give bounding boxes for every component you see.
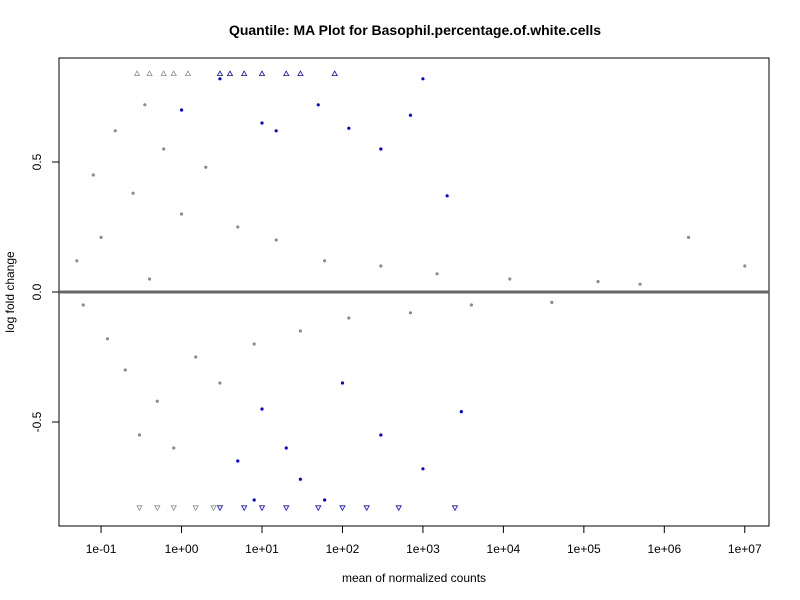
- data-point: [194, 355, 198, 359]
- x-tick-label: 1e+04: [487, 542, 521, 556]
- x-tick-label: 1e-01: [86, 542, 117, 556]
- out-of-range-up-marker: [331, 70, 338, 76]
- out-of-range-up-marker: [146, 70, 153, 76]
- x-tick-label: 1e+05: [567, 542, 601, 556]
- out-of-range-down-marker: [315, 505, 322, 512]
- out-of-range-up-marker: [258, 70, 266, 76]
- x-tick-label: 1e+07: [728, 542, 762, 556]
- data-point: [162, 147, 166, 151]
- data-point: [445, 194, 449, 198]
- y-tick-label: -0.5: [30, 411, 44, 432]
- data-point: [113, 129, 117, 133]
- data-point: [408, 311, 413, 315]
- out-of-range-down-marker: [210, 505, 217, 512]
- out-of-range-up-marker: [283, 70, 290, 76]
- data-point: [459, 410, 463, 414]
- data-point: [298, 477, 302, 481]
- data-point: [155, 399, 159, 403]
- data-point: [75, 259, 79, 263]
- x-tick-label: 1e+03: [406, 542, 440, 556]
- out-of-range-down-marker: [240, 505, 248, 512]
- out-of-range-up-marker: [297, 70, 304, 76]
- out-of-range-down-marker: [339, 505, 346, 512]
- data-point: [347, 126, 351, 130]
- data-point: [218, 77, 222, 81]
- out-of-range-down-marker: [192, 505, 199, 512]
- data-point: [508, 277, 512, 281]
- out-of-range-up-marker: [240, 70, 248, 76]
- out-of-range-up-marker: [170, 70, 177, 76]
- data-point: [260, 407, 264, 411]
- y-tick-label: 0.0: [30, 283, 44, 300]
- out-of-range-up-marker: [226, 70, 234, 76]
- out-of-range-down-marker: [216, 505, 224, 512]
- data-point: [81, 303, 85, 307]
- data-point: [252, 342, 256, 346]
- data-point: [131, 191, 135, 195]
- y-axis-label: log fold change: [3, 251, 17, 333]
- out-of-range-up-marker: [184, 70, 192, 76]
- x-tick-label: 1e+01: [245, 542, 279, 556]
- x-tick-label: 1e+06: [647, 542, 681, 556]
- data-point: [179, 108, 184, 112]
- out-of-range-up-marker: [133, 70, 141, 76]
- out-of-range-down-marker: [283, 505, 290, 512]
- data-point: [284, 446, 288, 450]
- data-point: [379, 433, 383, 437]
- data-point: [550, 300, 554, 304]
- out-of-range-down-marker: [136, 505, 143, 512]
- data-point: [143, 103, 147, 107]
- data-point: [298, 329, 302, 333]
- chart-title: Quantile: MA Plot for Basophil.percentag…: [229, 22, 601, 38]
- x-axis-label: mean of normalized counts: [342, 571, 486, 585]
- out-of-range-down-marker: [154, 505, 161, 512]
- out-of-range-down-marker: [258, 505, 266, 512]
- data-point: [260, 121, 264, 125]
- x-tick-label: 1e+02: [326, 542, 360, 556]
- data-point: [274, 129, 278, 133]
- data-point: [236, 459, 240, 463]
- data-point: [638, 282, 642, 286]
- out-of-range-up-marker: [216, 70, 224, 76]
- data-point: [596, 280, 600, 284]
- data-point: [123, 368, 127, 372]
- y-axis: -0.5 0.0 0.5: [30, 153, 59, 432]
- data-point: [236, 225, 240, 229]
- data-point: [347, 316, 351, 320]
- data-point: [435, 272, 439, 276]
- out-of-range-down-marker: [395, 505, 402, 512]
- data-point: [137, 433, 142, 437]
- out-of-range-up-marker: [160, 70, 167, 76]
- data-point: [686, 235, 691, 239]
- data-point: [408, 113, 413, 117]
- data-point: [743, 264, 747, 268]
- data-point: [421, 467, 425, 471]
- x-tick-label: 1e+00: [165, 542, 199, 556]
- out-of-range-down-marker: [451, 505, 459, 512]
- data-point: [469, 303, 473, 307]
- data-point: [204, 165, 208, 169]
- data-point: [179, 212, 184, 216]
- data-point: [340, 381, 345, 385]
- data-point: [323, 259, 327, 263]
- data-point: [252, 498, 256, 502]
- data-point: [172, 446, 176, 450]
- plot-area: [75, 70, 747, 512]
- y-tick-label: 0.5: [30, 153, 44, 170]
- data-point: [105, 337, 110, 341]
- data-point: [99, 235, 103, 239]
- out-of-range-down-marker: [363, 505, 370, 512]
- data-point: [379, 147, 383, 151]
- data-point: [316, 103, 320, 107]
- out-of-range-down-marker: [170, 505, 177, 512]
- data-point: [91, 173, 95, 177]
- data-point: [274, 238, 278, 242]
- x-axis: 1e-01 1e+00 1e+01 1e+02 1e+03 1e+04 1e+05 1e+06…: [86, 526, 762, 556]
- data-point: [147, 277, 152, 281]
- data-point: [323, 498, 327, 502]
- data-point: [421, 77, 425, 81]
- data-point: [379, 264, 383, 268]
- data-point: [218, 381, 222, 385]
